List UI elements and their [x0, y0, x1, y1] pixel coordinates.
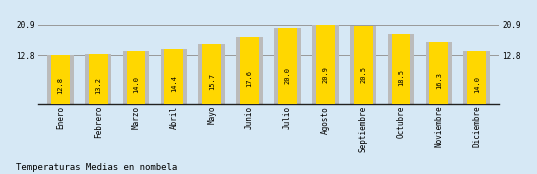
Bar [463, 51, 490, 104]
Bar [350, 26, 376, 104]
Bar [51, 56, 70, 104]
Bar [316, 25, 335, 104]
Bar [236, 37, 263, 104]
Bar [127, 51, 146, 104]
Bar [202, 44, 221, 104]
Text: 15.7: 15.7 [209, 73, 215, 90]
Text: 13.2: 13.2 [95, 77, 101, 94]
Text: Temperaturas Medias en nombela: Temperaturas Medias en nombela [16, 163, 177, 172]
Bar [161, 49, 187, 104]
Bar [89, 54, 107, 104]
Text: 20.0: 20.0 [285, 67, 291, 84]
Bar [391, 34, 410, 104]
Text: 17.6: 17.6 [246, 70, 252, 87]
Bar [274, 28, 301, 104]
Text: 20.9: 20.9 [322, 66, 328, 82]
Bar [312, 25, 338, 104]
Bar [430, 42, 448, 104]
Bar [199, 44, 225, 104]
Text: 18.5: 18.5 [398, 69, 404, 86]
Text: 20.5: 20.5 [360, 66, 366, 83]
Text: 14.0: 14.0 [474, 76, 480, 93]
Bar [278, 28, 297, 104]
Text: 14.0: 14.0 [133, 76, 139, 93]
Text: 12.8: 12.8 [57, 77, 63, 94]
Text: 16.3: 16.3 [436, 72, 442, 89]
Bar [123, 51, 149, 104]
Bar [47, 56, 74, 104]
Bar [240, 37, 259, 104]
Bar [85, 54, 111, 104]
Bar [426, 42, 452, 104]
Text: 14.4: 14.4 [171, 75, 177, 92]
Bar [388, 34, 414, 104]
Bar [164, 49, 183, 104]
Bar [354, 26, 373, 104]
Bar [467, 51, 486, 104]
